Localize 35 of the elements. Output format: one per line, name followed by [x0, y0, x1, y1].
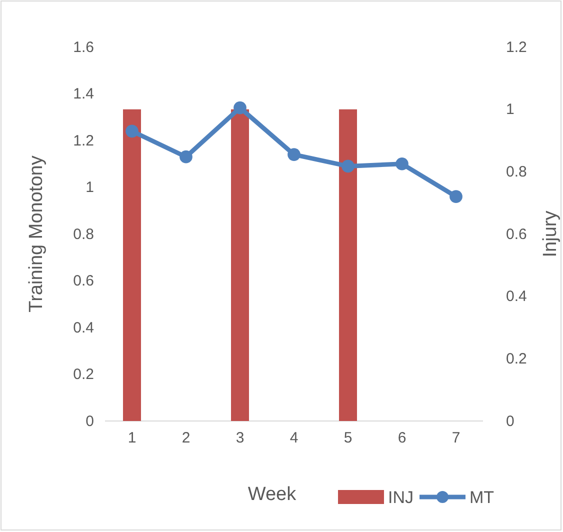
- point: [180, 150, 192, 164]
- point: [126, 124, 138, 138]
- y-tick-label: 1.4: [73, 86, 94, 103]
- y-tick-label: 1.2: [73, 132, 94, 150]
- y2-tick-label: 0: [506, 412, 514, 430]
- point: [450, 190, 462, 204]
- point: [288, 148, 300, 161]
- y-axis-title: Training Monotony: [26, 155, 47, 312]
- y2-tick-label: 0.2: [506, 350, 527, 368]
- y-tick-label: 0: [86, 412, 94, 430]
- y2-axis-title: Injury: [540, 210, 561, 258]
- y2-tick-label: 1.2: [506, 38, 527, 56]
- x-tick-label: 6: [398, 430, 406, 447]
- point: [396, 157, 408, 170]
- point: [234, 101, 246, 114]
- legend-label: MT: [470, 488, 494, 507]
- y-tick-label: 0.4: [73, 319, 94, 336]
- y2-tick-label: 1: [506, 101, 514, 118]
- y-tick-label: 1.6: [73, 38, 94, 56]
- y-tick-label: 1: [86, 179, 94, 196]
- y-tick-label: 0.8: [73, 226, 94, 243]
- y2-tick-label: 0.4: [506, 288, 527, 306]
- x-tick-label: 5: [344, 430, 352, 447]
- y-tick-label: 0.2: [73, 366, 94, 384]
- y2-tick-label: 0.8: [506, 163, 527, 180]
- x-tick-label: 1: [128, 430, 136, 447]
- legend-label: INJ: [388, 488, 414, 507]
- x-tick-label: 4: [290, 430, 298, 447]
- x-tick-label: 2: [182, 430, 190, 447]
- y-tick-label: 0.6: [73, 272, 94, 290]
- x-tick-label: 7: [452, 430, 460, 447]
- point: [342, 160, 354, 173]
- y2-tick-label: 0.6: [506, 226, 527, 243]
- x-axis-title: Week: [248, 484, 297, 505]
- x-tick-label: 3: [236, 430, 244, 447]
